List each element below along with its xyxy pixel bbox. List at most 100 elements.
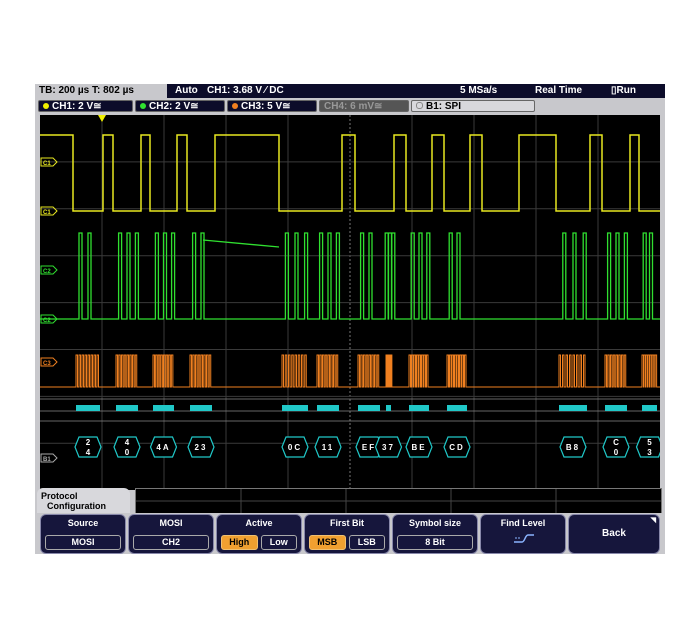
bus-symbol-value: 37 [382, 443, 395, 452]
bus-symbol-value: 3 [647, 448, 652, 457]
bus-symbol-value: CD [449, 443, 465, 452]
active-low-option[interactable]: Low [260, 535, 297, 550]
bus-bit-activity [447, 405, 467, 411]
msb-option[interactable]: MSB [309, 535, 346, 550]
find-level-icon [514, 534, 534, 543]
bus-symbol-value: EF [362, 443, 376, 452]
run-state[interactable]: ▯Run [611, 85, 636, 96]
trace-label: B1 [43, 457, 51, 463]
bus-symbol-value: 2 [86, 438, 91, 447]
source-select[interactable]: MOSI [45, 535, 121, 550]
ch1-dot-icon [43, 103, 49, 109]
bus-symbol-value: 5 [647, 438, 652, 447]
bus-symbol-box [405, 436, 433, 458]
lsb-option[interactable]: LSB [348, 535, 385, 550]
lower-display [135, 488, 662, 514]
bus-symbol-box [281, 436, 309, 458]
bus-symbol-box [374, 436, 403, 458]
bus-symbol-box [602, 436, 630, 458]
channel-ch1[interactable]: CH1: 2 V≅ [38, 100, 133, 112]
trace-label: C2 [43, 318, 51, 324]
softkey-title: Back [602, 528, 626, 539]
trace-label: C1 [43, 210, 51, 216]
mosi-channel-select[interactable]: CH2 [133, 535, 209, 550]
b1-dot-icon [416, 102, 423, 109]
tab-line2: Configuration [47, 501, 106, 511]
softkey-title: Active [245, 518, 273, 528]
trigger-level[interactable]: CH1: 3.68 V ⁄ DC [207, 85, 284, 96]
bus-bit-activity [317, 405, 339, 411]
bus-bit-activity [190, 405, 212, 411]
trace-label-marker [40, 206, 58, 216]
softkey-active[interactable]: Active High Low [216, 514, 302, 554]
trace-label: C1 [43, 161, 51, 167]
bus-symbol-value: 0 [614, 448, 619, 457]
softkey-source[interactable]: Source MOSI [40, 514, 126, 554]
softkey-find-level[interactable]: Find Level [480, 514, 566, 554]
softkey-first-bit[interactable]: First Bit MSB LSB [304, 514, 390, 554]
bus-symbol-box [113, 436, 141, 458]
softkey-symbol-size[interactable]: Symbol size 8 Bit [392, 514, 478, 554]
trigger-marker-icon [98, 115, 106, 122]
bus-bit-activity [282, 405, 308, 411]
tab-line1: Protocol [41, 491, 78, 501]
softkey-title: MOSI [159, 518, 183, 528]
trace-label-marker [40, 265, 58, 275]
trace-label-marker [40, 357, 58, 367]
bus-symbol-value: 4 [86, 448, 91, 457]
oscilloscope: TB: 200 µs T: 802 µs Auto CH1: 3.68 V ⁄ … [35, 84, 665, 554]
bus-symbol-value: C [613, 438, 619, 447]
bus-symbol-value: BE [411, 443, 426, 452]
bus-bit-activity [409, 405, 429, 411]
bus-bit-activity [386, 405, 391, 411]
channel-ch3[interactable]: CH3: 5 V≅ [227, 100, 317, 112]
trace-label-marker [40, 314, 58, 324]
softkey-bar: Source MOSI MOSI CH2 Active High Low First B… [35, 513, 665, 554]
bus-bit-activity [358, 405, 380, 411]
channel-ch4[interactable]: CH4: 6 mV≅ [319, 100, 409, 112]
timebase[interactable]: TB: 200 µs T: 802 µs [35, 84, 167, 98]
bus-symbol-value: 0 [125, 448, 130, 457]
bus-lines [40, 398, 660, 422]
protocol-configuration-tab[interactable]: Protocol Configuration [37, 488, 130, 516]
status-bar: TB: 200 µs T: 802 µs Auto CH1: 3.68 V ⁄ … [35, 84, 665, 98]
softkey-back[interactable]: Back ◥ [568, 514, 660, 554]
bus-bit-activity [642, 405, 657, 411]
softkey-mosi[interactable]: MOSI CH2 [128, 514, 214, 554]
softkey-title: Source [67, 518, 99, 528]
channel-bar: CH1: 2 V≅ CH2: 2 V≅ CH3: 5 V≅ CH4: 6 mV≅… [35, 99, 665, 113]
ch2-dot-icon [140, 103, 146, 109]
bus-symbol-box [74, 436, 102, 458]
ch2-waveform-high [202, 239, 280, 248]
bus-symbol-value: 11 [322, 443, 334, 452]
corner-arrow-icon: ◥ [650, 517, 656, 524]
sample-rate: 5 MSa/s [460, 85, 498, 96]
bus-bit-activity [153, 405, 174, 411]
softkey-title: First Bit [329, 518, 364, 528]
channel-b1[interactable]: B1: SPI [411, 100, 535, 112]
trigger-mode[interactable]: Auto [175, 85, 198, 96]
channel-ch2[interactable]: CH2: 2 V≅ [135, 100, 225, 112]
softkey-title: Symbol size [408, 518, 462, 528]
run-icon: ▯ [611, 85, 617, 96]
acquisition-mode[interactable]: Real Time [535, 85, 583, 96]
symbol-size-select[interactable]: 8 Bit [397, 535, 473, 550]
trace-label-marker [40, 453, 58, 463]
bus-symbol-value: B8 [566, 443, 580, 452]
lower-grid [136, 489, 661, 513]
waveform-display[interactable]: C1 C1 C2 C2 C3 B1 2 4 4 0 4A 23 0C 11 EF 37 BE CD B8 C 0 5 3 [40, 115, 660, 490]
bus-symbol-value: 4 [125, 438, 130, 447]
bus-symbol-value: 0C [288, 443, 302, 452]
active-high-option[interactable]: High [221, 535, 258, 550]
trace-label: C2 [43, 269, 51, 275]
bus-bit-activity [605, 405, 627, 411]
trace-label-marker [40, 157, 58, 167]
softkey-title: Find Level [500, 518, 546, 528]
bus-symbol-box [443, 436, 471, 458]
ch1-waveform [40, 134, 660, 212]
trace-label: C3 [43, 361, 51, 367]
ch3-waveform [40, 354, 660, 388]
ch2-waveform [40, 232, 660, 320]
bus-symbol-box [187, 436, 215, 458]
